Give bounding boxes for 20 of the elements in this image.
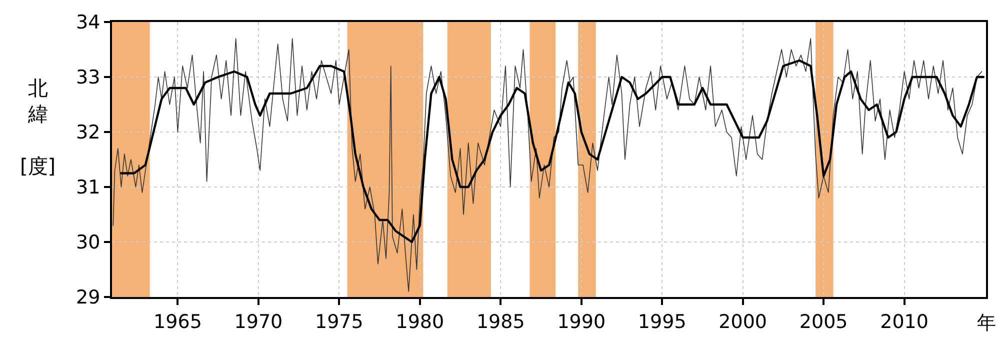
x-tick-label: 1980 bbox=[396, 310, 444, 333]
line-series bbox=[120, 59, 985, 244]
y-tick-label: 29 bbox=[76, 286, 100, 309]
x-tick-label: 1995 bbox=[638, 310, 686, 333]
x-axis-title: 年 bbox=[977, 312, 996, 334]
x-tick-label: 2005 bbox=[799, 310, 848, 333]
x-tick-label: 2010 bbox=[880, 310, 928, 333]
y-tick-label: 32 bbox=[76, 122, 100, 144]
x-tick-label: 1975 bbox=[315, 310, 364, 333]
y-tick-label: 34 bbox=[76, 12, 100, 34]
x-tick-label: 1970 bbox=[234, 310, 283, 333]
line-series bbox=[112, 38, 982, 292]
y-tick-label: 33 bbox=[76, 66, 100, 89]
x-tick-label: 1985 bbox=[476, 310, 525, 333]
x-tick-label: 1965 bbox=[154, 310, 202, 333]
y-tick-label: 30 bbox=[76, 232, 100, 254]
y-tick-label: 31 bbox=[76, 176, 100, 199]
x-tick-label: 1990 bbox=[557, 310, 606, 333]
x-tick-label: 2000 bbox=[718, 310, 768, 333]
text: 北緯 [度] bbox=[20, 76, 56, 178]
